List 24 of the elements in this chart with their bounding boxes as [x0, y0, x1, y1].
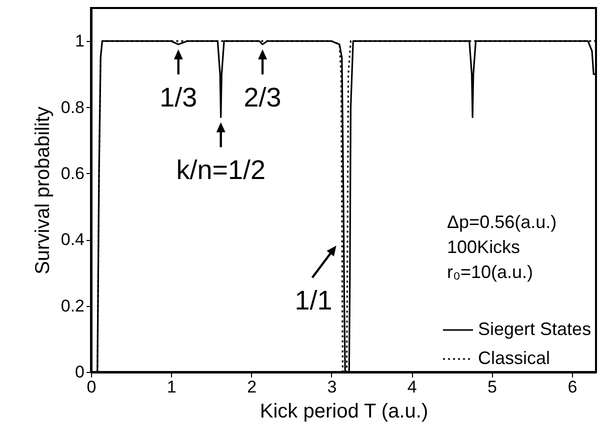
annotation: 1/1 — [294, 286, 332, 316]
annotation: r₀=10(a.u.) — [447, 262, 534, 282]
y-tick-label: 0.2 — [60, 296, 84, 316]
x-tick-label: 2 — [247, 378, 257, 396]
annotation: 2/3 — [244, 82, 282, 112]
annotation: 1/3 — [160, 82, 198, 112]
x-tick-label: 6 — [568, 378, 578, 396]
x-tick-label: 3 — [327, 378, 337, 396]
x-tick-label: 0 — [86, 378, 96, 396]
legend-label: Classical — [478, 348, 550, 368]
annotation: Δp=0.56(a.u.) — [447, 212, 557, 232]
annotation: k/n=1/2 — [176, 155, 266, 186]
annotation: 100Kicks — [447, 236, 520, 257]
x-tick-label: 4 — [407, 378, 417, 396]
y-tick-label: 0.4 — [60, 230, 84, 250]
x-tick-label: 1 — [166, 378, 176, 396]
y-tick-label: 1 — [75, 32, 84, 51]
legend-label: Siegert States — [478, 319, 592, 339]
x-axis-title: Kick period T (a.u.) — [260, 400, 428, 422]
y-tick-label: 0.8 — [60, 98, 84, 117]
y-axis-title: Survival probability — [32, 106, 54, 274]
x-tick-label: 5 — [488, 378, 498, 396]
y-tick-label: 0 — [75, 362, 84, 382]
y-tick-label: 0.6 — [60, 164, 84, 183]
